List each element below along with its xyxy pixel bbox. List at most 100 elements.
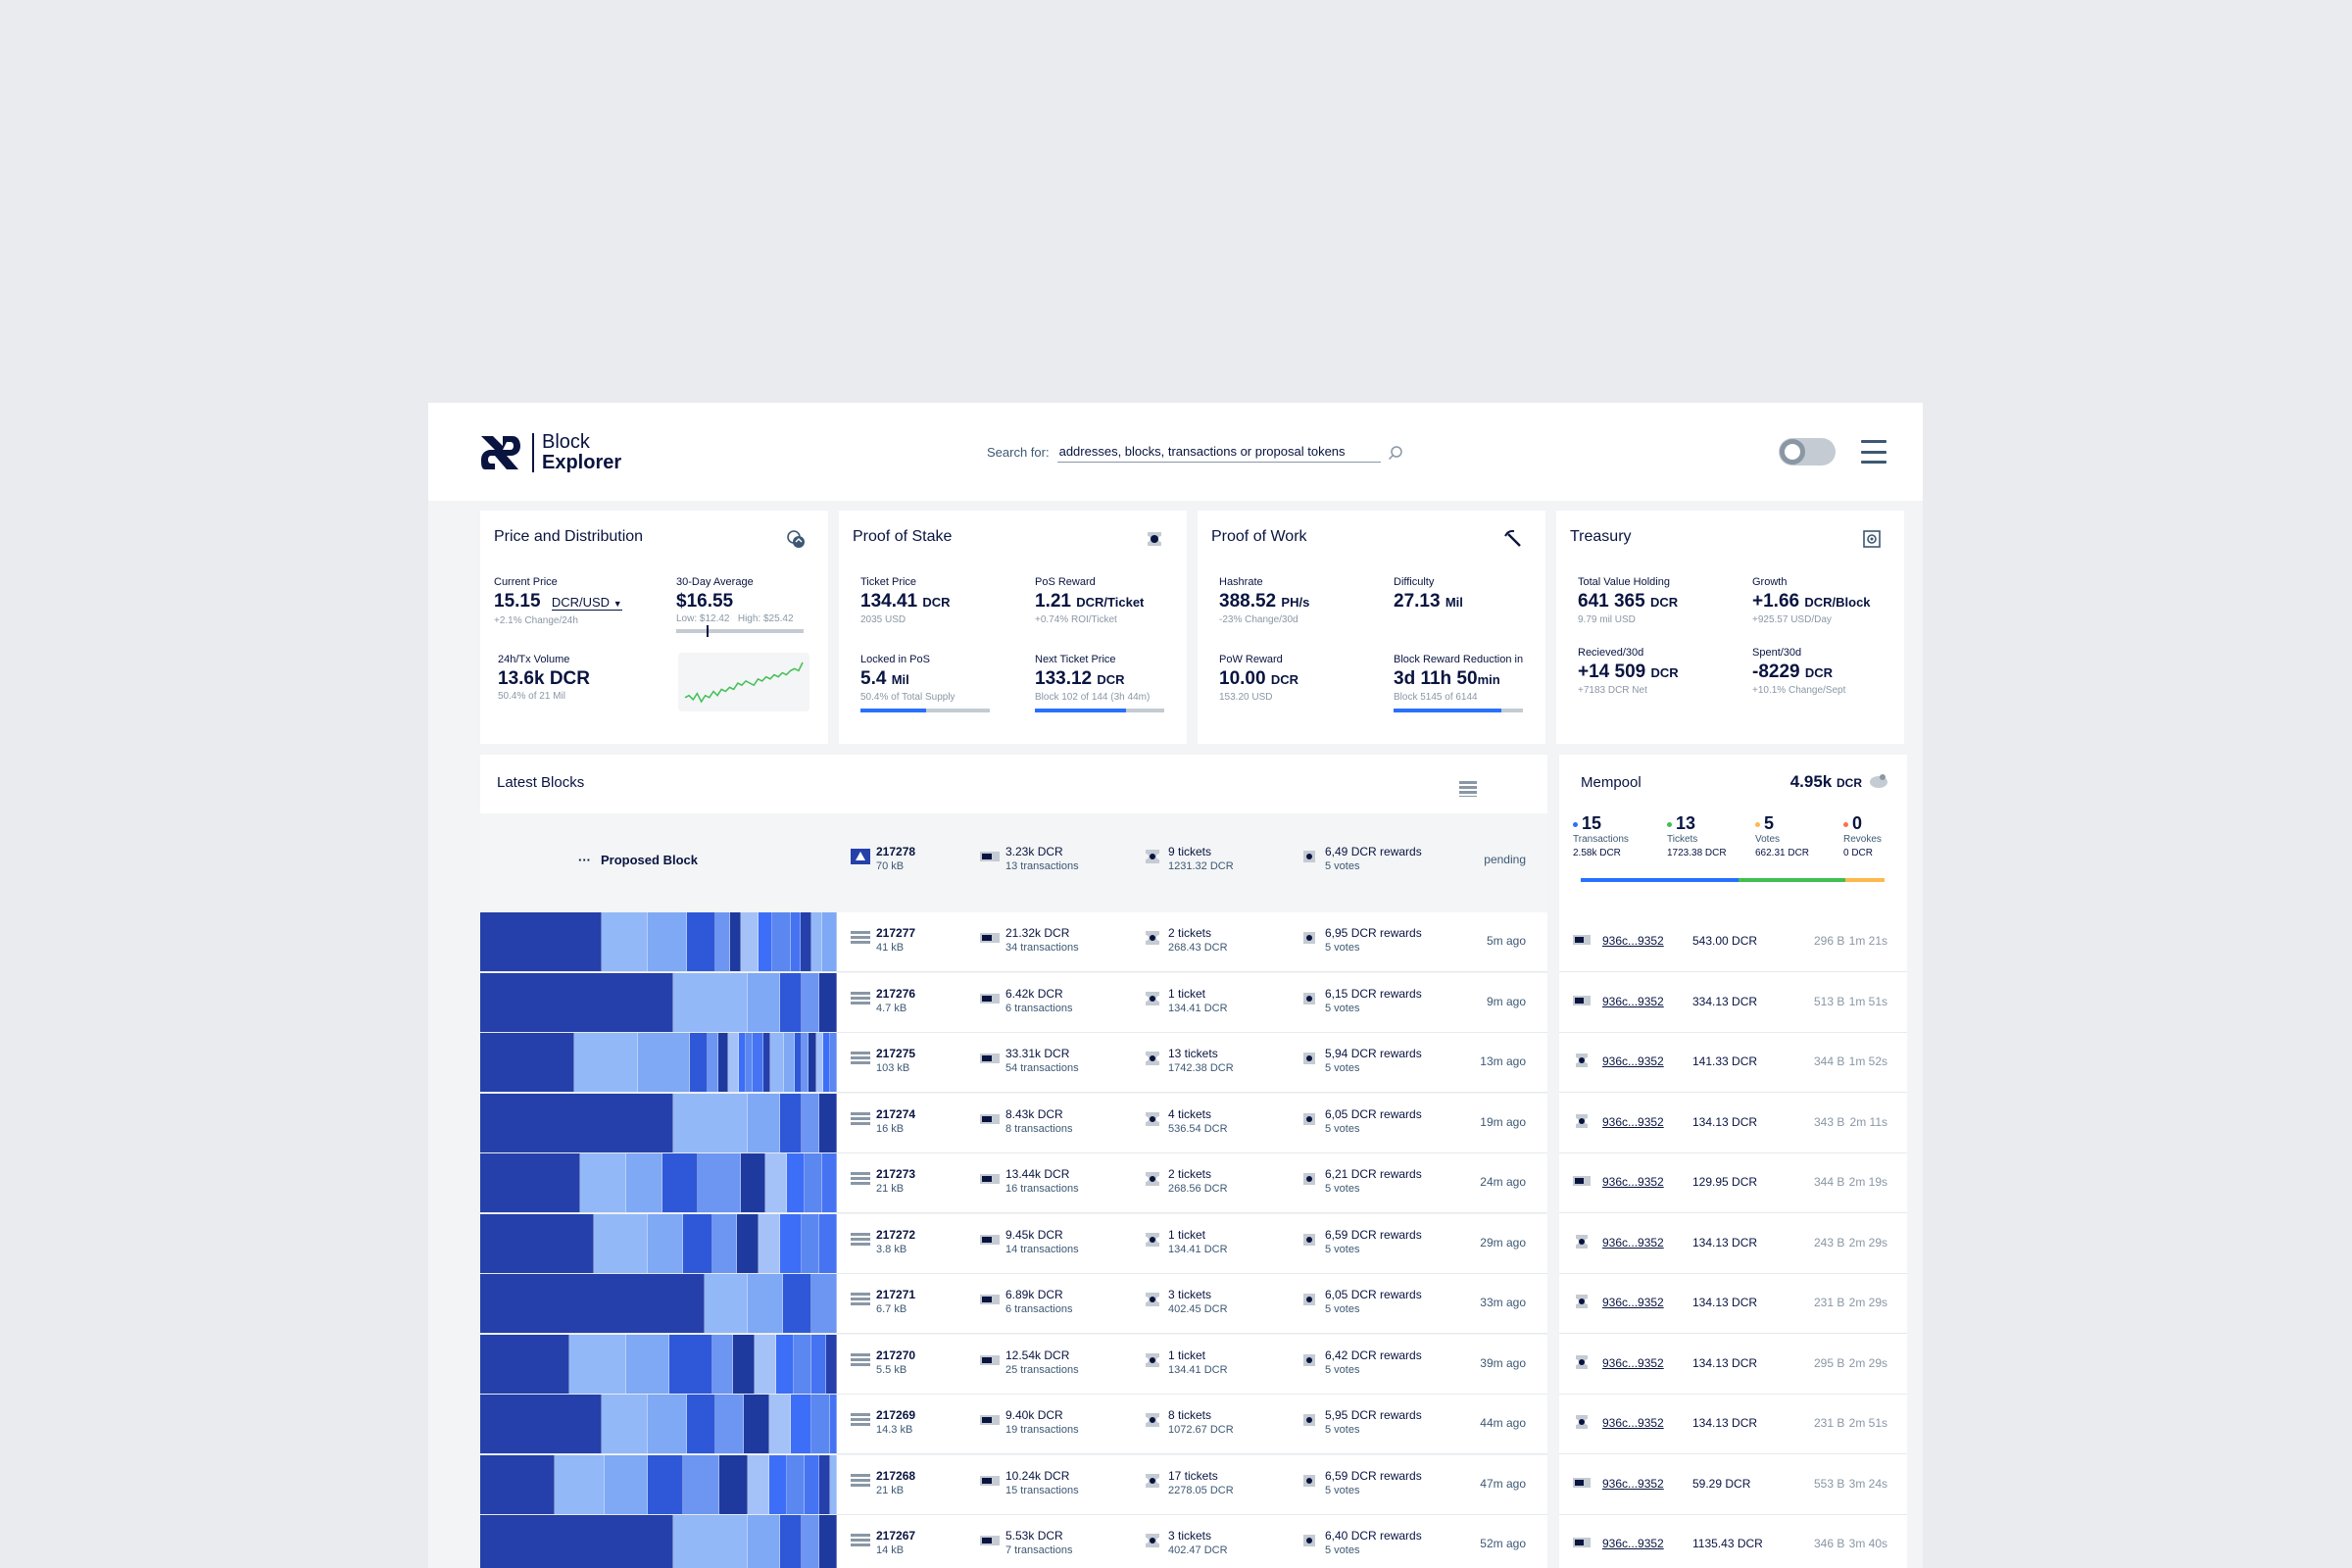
- mempool-tx-hash[interactable]: 936c...9352: [1602, 1537, 1664, 1550]
- block-row[interactable]: 217271 6.7 kB 6.89k DCR 6 transactions 3 tic…: [480, 1274, 1547, 1334]
- mempool-row[interactable]: 936c...9352 129.95 DCR 344 B 2m 19s: [1559, 1153, 1907, 1213]
- work-card: Proof of Work Hashrate 388.52 PH/s -23% …: [1198, 511, 1545, 744]
- price-range-marker: [707, 625, 709, 637]
- ticket-icon: [1146, 1172, 1159, 1186]
- mempool-icon[interactable]: [1868, 772, 1889, 790]
- safe-icon[interactable]: [1861, 528, 1883, 550]
- block-row[interactable]: 217268 21 kB 10.24k DCR 15 transactions 17 t…: [480, 1454, 1547, 1515]
- difficulty-number: 27.13: [1394, 591, 1441, 612]
- block-row[interactable]: 217273 21 kB 13.44k DCR 16 transactions 2 ti…: [480, 1153, 1547, 1213]
- mempool-tx-hash[interactable]: 936c...9352: [1602, 934, 1664, 948]
- mempool-row[interactable]: 936c...9352 141.33 DCR 344 B 1m 52s: [1559, 1033, 1907, 1093]
- mempool-tx-hash[interactable]: 936c...9352: [1602, 994, 1664, 1008]
- mempool-stat-label: Votes: [1755, 834, 1781, 845]
- block-tx-visualization[interactable]: [480, 1334, 837, 1394]
- mempool-tx-hash[interactable]: 936c...9352: [1602, 1235, 1664, 1250]
- proposed-height-cell: 217278 70 kB: [851, 845, 915, 874]
- block-tx-visualization[interactable]: [480, 1033, 837, 1092]
- block-tx-count: 54 transactions: [1005, 1062, 1079, 1074]
- search-button[interactable]: [1387, 444, 1404, 462]
- pow-reward-sub: 153.20 USD: [1219, 692, 1273, 703]
- mempool-distribution-bar: [1581, 878, 1885, 882]
- block-tickets-cell: 4 tickets 536.54 DCR: [1143, 1107, 1228, 1137]
- block-height-cell: 217271 6.7 kB: [851, 1288, 915, 1317]
- proposed-block-row[interactable]: ··· Proposed Block 217278 70 kB 3.23k DCR 1…: [480, 813, 1547, 911]
- block-row[interactable]: 217277 41 kB 21.32k DCR 34 transactions 2 ti…: [480, 912, 1547, 972]
- block-tx-visualization[interactable]: [480, 912, 837, 971]
- block-tx-segment: [818, 1093, 837, 1152]
- block-tickets-cell: 2 tickets 268.56 DCR: [1143, 1167, 1228, 1197]
- card-title: Price and Distribution: [494, 528, 644, 545]
- block-row[interactable]: 217275 103 kB 33.31k DCR 54 transactions 13 …: [480, 1033, 1547, 1093]
- block-row[interactable]: 217276 4.7 kB 6.42k DCR 6 transactions 1 tic…: [480, 972, 1547, 1033]
- block-tx-visualization[interactable]: [480, 1274, 837, 1333]
- mempool-tx-hash[interactable]: 936c...9352: [1602, 1114, 1664, 1129]
- block-row[interactable]: 217267 14 kB 5.53k DCR 7 transactions 3 tick…: [480, 1515, 1547, 1568]
- mempool-row[interactable]: 936c...9352 134.13 DCR 231 B 2m 29s: [1559, 1274, 1907, 1334]
- block-row[interactable]: 217270 5.5 kB 12.54k DCR 25 transactions 1 t…: [480, 1334, 1547, 1395]
- block-tx-visualization[interactable]: [480, 1093, 837, 1152]
- block-tx-visualization[interactable]: [480, 1395, 837, 1453]
- block-row[interactable]: 217274 16 kB 8.43k DCR 8 transactions 4 tick…: [480, 1093, 1547, 1153]
- mempool-row[interactable]: 936c...9352 134.13 DCR 343 B 2m 11s: [1559, 1094, 1907, 1153]
- ticket-icon[interactable]: [1144, 528, 1165, 550]
- vote-icon: [1303, 851, 1315, 862]
- ticket-icon: [1146, 991, 1159, 1005]
- block-row[interactable]: 217272 3.8 kB 9.45k DCR 14 transactions 1 ti…: [480, 1213, 1547, 1274]
- search-icon: [1388, 445, 1402, 460]
- mempool-tx-hash[interactable]: 936c...9352: [1602, 1054, 1664, 1068]
- avg-price-low: Low: $12.42: [676, 613, 730, 624]
- mempool-tx-hash[interactable]: 936c...9352: [1602, 1175, 1664, 1189]
- block-age: 33m ago: [1480, 1296, 1526, 1309]
- mempool-row[interactable]: 936c...9352 543.00 DCR 296 B 1m 21s: [1559, 912, 1907, 972]
- exchange-icon[interactable]: [785, 528, 807, 550]
- mempool-row[interactable]: 936c...9352 134.13 DCR 243 B 2m 29s: [1559, 1214, 1907, 1274]
- block-votes: 5 votes: [1325, 1544, 1360, 1556]
- menu-button[interactable]: [1861, 440, 1886, 464]
- mempool-tx-hash[interactable]: 936c...9352: [1602, 1416, 1664, 1430]
- block-tx-segment: [811, 912, 823, 971]
- theme-toggle[interactable]: [1779, 438, 1836, 466]
- block-age: 13m ago: [1480, 1054, 1526, 1068]
- locked-progress-fill: [860, 709, 926, 712]
- block-height: 217274: [876, 1106, 916, 1121]
- block-tx-segment: [779, 1213, 802, 1273]
- block-tx-visualization[interactable]: [480, 972, 837, 1032]
- pos-reward-number: 1.21: [1035, 591, 1071, 612]
- spent-number: -8229: [1752, 662, 1800, 682]
- mempool-stat-label: Revokes: [1843, 834, 1882, 845]
- block-height: 217276: [876, 986, 916, 1001]
- block-tx-segment: [822, 1153, 837, 1212]
- currency-select[interactable]: DCR/USD ▼: [551, 595, 622, 611]
- hashrate-number: 388.52: [1219, 591, 1277, 612]
- mempool-row[interactable]: 936c...9352 59.29 DCR 553 B 3m 24s: [1559, 1455, 1907, 1515]
- pickaxe-icon[interactable]: [1502, 528, 1524, 550]
- search-bar: Search for:: [987, 442, 1404, 463]
- block-tx-visualization[interactable]: [480, 1153, 837, 1212]
- mempool-row[interactable]: 936c...9352 134.13 DCR 295 B 2m 29s: [1559, 1335, 1907, 1395]
- block-tx-visualization[interactable]: [480, 1213, 837, 1273]
- mempool-row[interactable]: 936c...9352 1135.43 DCR 346 B 3m 40s: [1559, 1515, 1907, 1568]
- block-tx-visualization[interactable]: [480, 1454, 837, 1514]
- mempool-tx-hash[interactable]: 936c...9352: [1602, 1476, 1664, 1491]
- price-sparkline[interactable]: [678, 653, 809, 711]
- grid-view-icon[interactable]: [1459, 781, 1477, 797]
- block-tx-segment: [786, 1153, 806, 1212]
- block-tx-visualization[interactable]: [480, 1515, 837, 1568]
- mempool-row[interactable]: 936c...9352 334.13 DCR 513 B 1m 51s: [1559, 973, 1907, 1033]
- block-tx-segment: [786, 1454, 806, 1514]
- search-input[interactable]: [1056, 442, 1381, 463]
- next-ticket-progress-bar: [1035, 709, 1164, 712]
- block-age: 29m ago: [1480, 1235, 1526, 1250]
- block-height-cell: 217275 103 kB: [851, 1047, 915, 1076]
- block-row[interactable]: 217269 14.3 kB 9.40k DCR 19 transactions 8 t…: [480, 1395, 1547, 1454]
- pow-reward-unit: DCR: [1270, 672, 1298, 687]
- mempool-row[interactable]: 936c...9352 134.13 DCR 231 B 2m 51s: [1559, 1395, 1907, 1454]
- mempool-tx-hash[interactable]: 936c...9352: [1602, 1355, 1664, 1370]
- spent: Spent/30d -8229 DCR +10.1% Change/Sept: [1752, 646, 1845, 697]
- logo[interactable]: Block Explorer: [479, 432, 621, 473]
- mempool-tx-hash[interactable]: 936c...9352: [1602, 1296, 1664, 1309]
- block-tx-segment: [672, 1515, 748, 1568]
- volume-label: 24h/Tx Volume: [498, 654, 570, 665]
- block-rewards-cell: 6,05 DCR rewards 5 votes: [1299, 1107, 1422, 1137]
